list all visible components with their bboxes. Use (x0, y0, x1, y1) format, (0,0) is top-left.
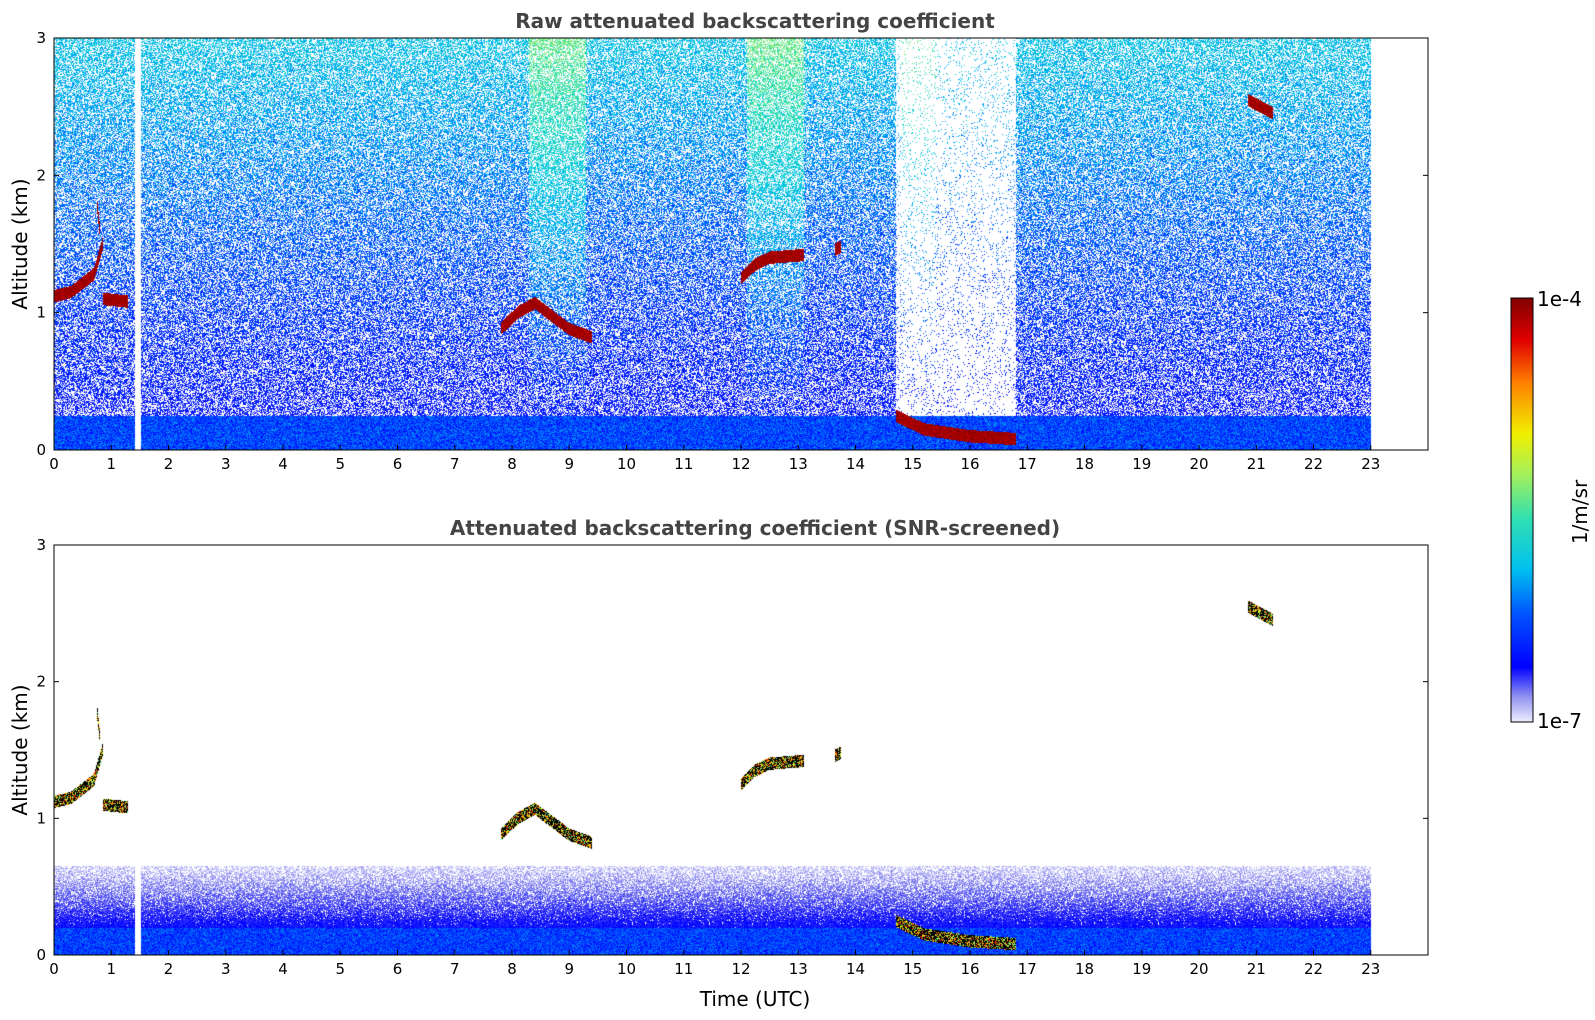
x-tick-label: 14 (846, 455, 865, 473)
x-tick-label: 23 (1361, 455, 1380, 473)
x-tick-label: 11 (674, 960, 693, 978)
colorbar-min-label: 1e-7 (1537, 709, 1582, 733)
x-tick-label: 0 (49, 455, 59, 473)
x-tick-label: 1 (106, 455, 116, 473)
y-axis-label: Altitude (km) (8, 178, 32, 309)
x-tick-label: 3 (221, 455, 231, 473)
y-tick-label: 3 (36, 536, 46, 554)
x-tick-label: 16 (960, 455, 979, 473)
y-tick-label: 0 (36, 441, 46, 459)
heatmap-canvas (54, 38, 1428, 450)
heatmap-canvas (54, 545, 1428, 955)
x-tick-label: 15 (903, 455, 922, 473)
x-tick-label: 2 (164, 455, 174, 473)
y-axis-label: Altitude (km) (8, 684, 32, 815)
x-tick-label: 14 (846, 960, 865, 978)
x-tick-label: 7 (450, 455, 460, 473)
x-tick-label: 6 (393, 455, 403, 473)
x-tick-label: 21 (1247, 960, 1266, 978)
x-tick-label: 12 (731, 960, 750, 978)
axis-ticks: 0 1 2 3 4 5 6 7 8 9 10 11 12 13 14 15 16 17 18 19 20 21 22 2301… (36, 29, 1428, 473)
y-tick-label: 1 (36, 304, 46, 322)
y-tick-label: 3 (36, 29, 46, 47)
x-tick-label: 3 (221, 960, 231, 978)
y-tick-label: 2 (36, 166, 46, 184)
chart-title: Attenuated backscattering coefficient (S… (450, 516, 1060, 540)
x-tick-label: 1 (106, 960, 116, 978)
x-tick-label: 4 (278, 455, 288, 473)
x-tick-label: 15 (903, 960, 922, 978)
chart-title: Raw attenuated backscattering coefficien… (515, 9, 995, 33)
x-tick-label: 18 (1075, 960, 1094, 978)
x-tick-label: 18 (1075, 455, 1094, 473)
x-tick-label: 13 (789, 455, 808, 473)
x-tick-label: 12 (731, 455, 750, 473)
x-tick-label: 20 (1189, 960, 1208, 978)
x-tick-label: 21 (1247, 455, 1266, 473)
snr-screened-panel: Attenuated backscattering coefficient (S… (8, 516, 1429, 1011)
x-tick-label: 5 (335, 455, 345, 473)
x-tick-label: 5 (335, 960, 345, 978)
x-axis-label: Time (UTC) (699, 987, 811, 1011)
colorbar-max-label: 1e-4 (1537, 287, 1582, 311)
x-tick-label: 22 (1304, 455, 1323, 473)
colorbar-unit-label: 1/m/sr (1568, 479, 1592, 544)
x-tick-label: 16 (960, 960, 979, 978)
x-tick-label: 19 (1132, 455, 1151, 473)
x-tick-label: 8 (507, 960, 517, 978)
x-tick-label: 10 (617, 960, 636, 978)
x-tick-label: 17 (1018, 455, 1037, 473)
x-tick-label: 22 (1304, 960, 1323, 978)
colorbar: 1e-4 1e-7 1/m/sr (1510, 287, 1592, 733)
colorbar-gradient (1510, 297, 1534, 723)
x-tick-label: 10 (617, 455, 636, 473)
y-tick-label: 1 (36, 809, 46, 827)
x-tick-label: 20 (1189, 455, 1208, 473)
x-tick-label: 23 (1361, 960, 1380, 978)
x-tick-label: 7 (450, 960, 460, 978)
x-tick-label: 11 (674, 455, 693, 473)
y-tick-label: 2 (36, 673, 46, 691)
x-tick-label: 4 (278, 960, 288, 978)
x-tick-label: 19 (1132, 960, 1151, 978)
raw-backscatter-panel: Raw attenuated backscattering coefficien… (8, 9, 1429, 473)
x-tick-label: 6 (393, 960, 403, 978)
x-tick-label: 0 (49, 960, 59, 978)
x-tick-label: 2 (164, 960, 174, 978)
axis-ticks: 0 1 2 3 4 5 6 7 8 9 10 11 12 13 14 15 16 17 18 19 20 21 22 2301… (36, 536, 1428, 978)
x-tick-label: 8 (507, 455, 517, 473)
x-tick-label: 9 (564, 960, 574, 978)
x-tick-label: 9 (564, 455, 574, 473)
x-tick-label: 17 (1018, 960, 1037, 978)
x-tick-label: 13 (789, 960, 808, 978)
y-tick-label: 0 (36, 946, 46, 964)
